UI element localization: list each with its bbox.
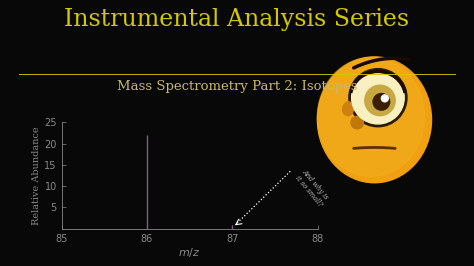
Circle shape	[382, 95, 388, 102]
Circle shape	[349, 69, 407, 127]
Text: And why is
it so small?: And why is it so small?	[294, 168, 331, 208]
Circle shape	[365, 85, 395, 116]
Circle shape	[352, 71, 404, 124]
Ellipse shape	[343, 102, 354, 116]
Text: Instrumental Analysis Series: Instrumental Analysis Series	[64, 8, 410, 31]
Text: Mass Spectrometry Part 2: Isotopes: Mass Spectrometry Part 2: Isotopes	[117, 80, 357, 93]
Circle shape	[351, 116, 364, 129]
Ellipse shape	[318, 57, 425, 177]
Ellipse shape	[318, 57, 431, 183]
Circle shape	[373, 94, 390, 110]
X-axis label: $m/z$: $m/z$	[178, 246, 201, 259]
Y-axis label: Relative Abundance: Relative Abundance	[33, 126, 42, 225]
